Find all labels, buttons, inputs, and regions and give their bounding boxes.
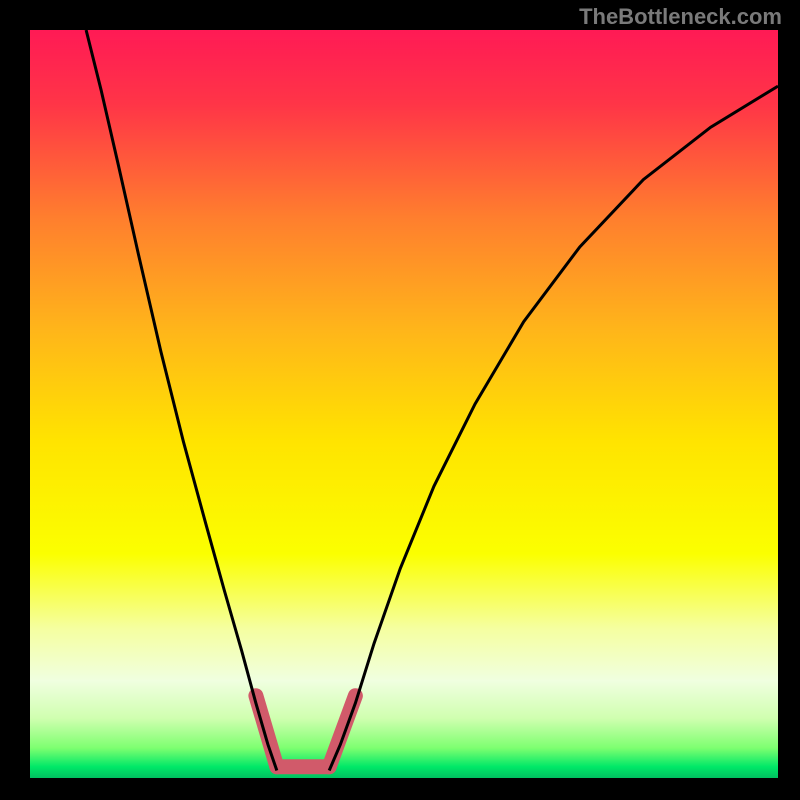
plot-area xyxy=(30,30,778,778)
chart-container: TheBottleneck.com xyxy=(0,0,800,800)
gradient-background xyxy=(30,30,778,778)
chart-svg xyxy=(30,30,778,778)
watermark-text: TheBottleneck.com xyxy=(579,4,782,30)
